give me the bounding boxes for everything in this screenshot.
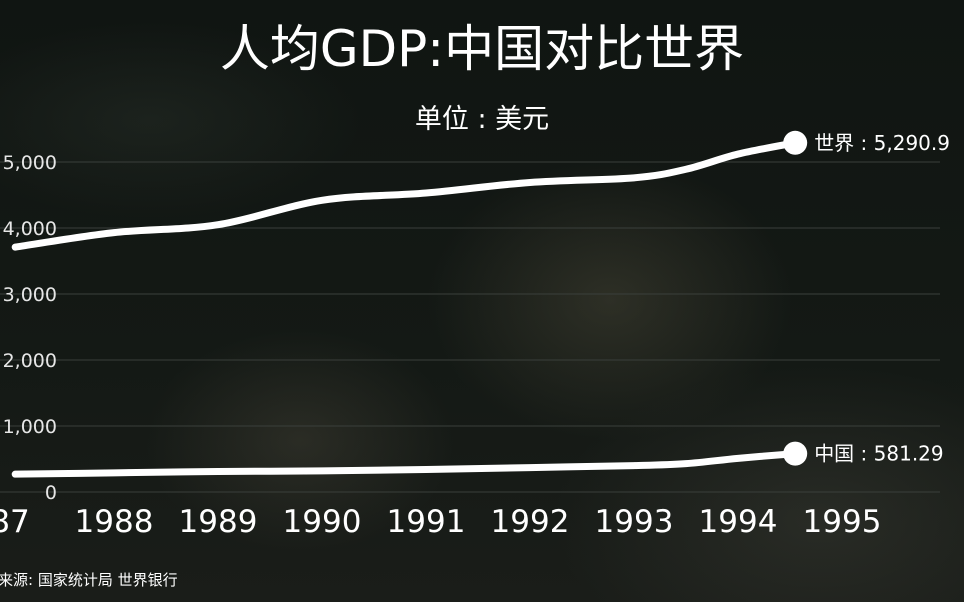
x-tick-label: 1995 bbox=[803, 504, 882, 540]
y-axis-ticks: 0 1,000 2,000 3,000 4,000 5,000 bbox=[3, 152, 57, 504]
y-tick-label: 3,000 bbox=[3, 284, 57, 306]
series-end-dot-1 bbox=[783, 441, 808, 466]
series-line-1 bbox=[11, 450, 799, 478]
series-end-dot-0 bbox=[783, 130, 808, 155]
x-tick-label: 1990 bbox=[283, 504, 362, 540]
chart-title: 人均GDP:中国对比世界 bbox=[220, 20, 744, 78]
x-axis-ticks: 87 1988 1989 1990 1991 1992 1993 1994 1995 bbox=[0, 504, 881, 540]
source-note: 来源: 国家统计局 世界银行 bbox=[0, 571, 178, 589]
x-tick-label: 1992 bbox=[491, 504, 570, 540]
series-end-label-0: 世界 : 5,290.9 bbox=[814, 131, 950, 155]
y-tick-label: 5,000 bbox=[3, 152, 57, 174]
y-tick-label: 4,000 bbox=[3, 218, 57, 240]
series-end-label-1: 中国 : 581.29 bbox=[814, 442, 943, 466]
series-layer: 世界 : 5,290.9 中国 : 581.29 bbox=[11, 130, 950, 478]
y-tick-label: 0 bbox=[45, 482, 57, 504]
x-tick-label: 1993 bbox=[595, 504, 674, 540]
x-tick-label: 1988 bbox=[75, 504, 154, 540]
y-tick-label: 2,000 bbox=[3, 350, 57, 372]
series-line-0 bbox=[11, 139, 799, 251]
x-tick-label: 1994 bbox=[699, 504, 778, 540]
x-tick-label: 1991 bbox=[387, 504, 466, 540]
chart-subtitle: 单位 : 美元 bbox=[415, 104, 549, 135]
x-tick-label: 87 bbox=[0, 504, 30, 540]
y-tick-label: 1,000 bbox=[3, 416, 57, 438]
x-tick-label: 1989 bbox=[179, 504, 258, 540]
